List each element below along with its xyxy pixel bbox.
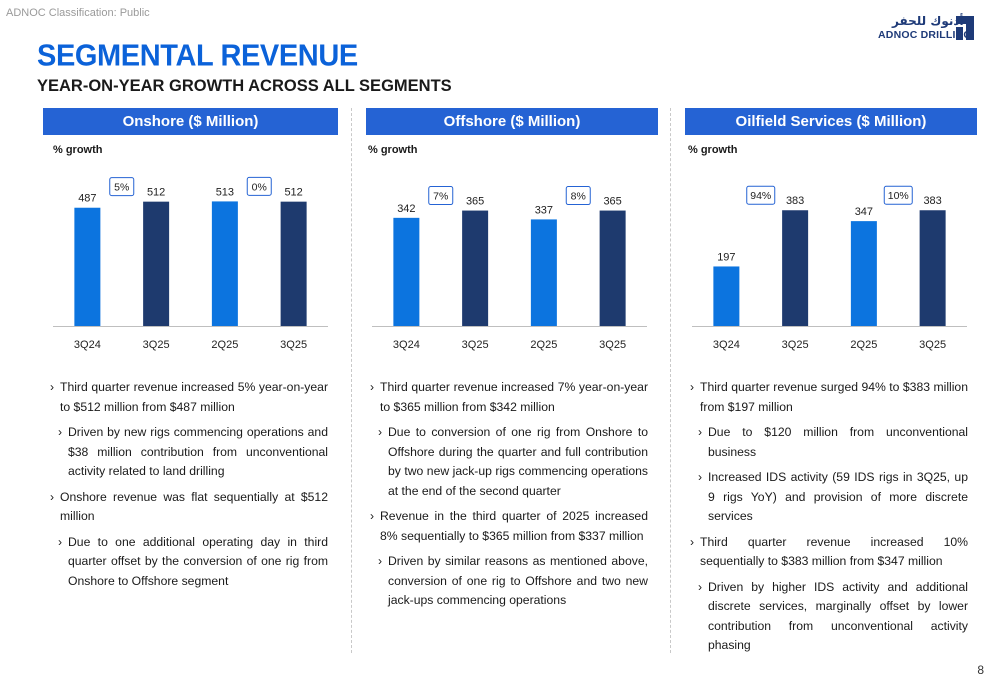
- x-tick-label: 3Q24: [713, 339, 740, 351]
- bar-2q25-2: [211, 201, 238, 326]
- x-tick-label: 3Q25: [782, 339, 809, 351]
- x-tick-label: 2Q25: [530, 339, 557, 351]
- growth-badge-label: 0%: [252, 181, 267, 193]
- sub-bullet-point: Driven by similar reasons as mentioned a…: [378, 552, 648, 611]
- bar-3q25-1: [462, 210, 489, 326]
- bar-3q24-0: [713, 266, 740, 326]
- bullet-point: Revenue in the third quarter of 2025 inc…: [370, 507, 648, 546]
- bar-3q24-0: [74, 207, 101, 326]
- bar-3q24-0: [393, 217, 420, 326]
- bar-3q25-3: [280, 201, 307, 326]
- bar-value-label: 342: [397, 203, 415, 215]
- x-tick-label: 3Q25: [462, 339, 489, 351]
- onshore-header: Onshore ($ Million): [43, 108, 338, 135]
- logo-english-text: ADNOC DRILLING: [878, 29, 972, 41]
- bar-value-label: 513: [216, 186, 234, 198]
- sub-bullet-point: Driven by new rigs commencing operations…: [58, 423, 328, 482]
- sub-bullet-point: Due to $120 million from unconventional …: [698, 423, 968, 462]
- bar-value-label: 365: [603, 196, 621, 208]
- bar-value-label: 337: [535, 204, 553, 216]
- bullet-point: Third quarter revenue surged 94% to $383…: [690, 378, 968, 417]
- growth-badge: [246, 176, 272, 196]
- x-tick-label: 3Q24: [74, 339, 101, 351]
- x-tick-label: 2Q25: [850, 339, 877, 351]
- bar-2q25-2: [530, 219, 557, 326]
- growth-badge-label: 5%: [114, 182, 129, 194]
- x-tick-label: 3Q25: [280, 339, 307, 351]
- page-number: 8: [977, 663, 984, 677]
- oilfield-services-growth-label: % growth: [688, 144, 738, 156]
- onshore-growth-label: % growth: [53, 144, 103, 156]
- oilfield-services-commentary: Third quarter revenue surged 94% to $383…: [690, 378, 968, 662]
- column-divider: [670, 108, 671, 653]
- oilfield-services-header: Oilfield Services ($ Million): [685, 108, 977, 135]
- page-subtitle: YEAR-ON-YEAR GROWTH ACROSS ALL SEGMENTS: [37, 77, 452, 95]
- onshore-commentary: Third quarter revenue increased 5% year-…: [50, 378, 328, 597]
- growth-badge-label: 94%: [750, 190, 771, 202]
- growth-badge-label: 7%: [433, 191, 448, 203]
- growth-badge: [565, 186, 591, 206]
- growth-badge: [428, 186, 454, 206]
- offshore-header: Offshore ($ Million): [366, 108, 658, 135]
- bullet-point: Third quarter revenue increased 7% year-…: [370, 378, 648, 417]
- bar-value-label: 197: [717, 251, 735, 263]
- bar-3q25-3: [599, 210, 626, 326]
- bar-chart-svg: 342 3Q24 365 3Q25 337 2Q25 365 3Q25 7% 8%: [372, 186, 647, 351]
- growth-badge: [109, 177, 135, 197]
- growth-badge: [746, 185, 776, 205]
- growth-badge: [883, 185, 913, 205]
- bar-value-label: 512: [284, 187, 302, 199]
- bar-3q25-1: [143, 201, 170, 326]
- x-tick-label: 3Q25: [143, 339, 170, 351]
- oilfield-services-revenue-chart: 197 3Q24 383 3Q25 347 2Q25 383 3Q25 94% 10%: [692, 160, 967, 360]
- bar-value-label: 383: [923, 195, 941, 207]
- growth-badge-label: 10%: [888, 190, 909, 202]
- classification-label: ADNOC Classification: Public: [6, 7, 150, 19]
- logo-arabic-text: أدنوك للحفر: [892, 14, 964, 28]
- x-tick-label: 3Q24: [393, 339, 420, 351]
- offshore-commentary: Third quarter revenue increased 7% year-…: [370, 378, 648, 617]
- bullet-point: Third quarter revenue increased 10% sequ…: [690, 533, 968, 572]
- offshore-revenue-chart: 342 3Q24 365 3Q25 337 2Q25 365 3Q25 7% 8%: [372, 160, 647, 360]
- x-tick-label: 3Q25: [599, 339, 626, 351]
- bar-chart-svg: 487 3Q24 512 3Q25 513 2Q25 512 3Q25 5% 0%: [53, 176, 328, 351]
- onshore-revenue-chart: 487 3Q24 512 3Q25 513 2Q25 512 3Q25 5% 0%: [53, 160, 328, 360]
- adnoc-drilling-logo: أدنوك للحفر ADNOC DRILLING: [872, 14, 980, 44]
- column-divider: [351, 108, 352, 653]
- x-tick-label: 3Q25: [919, 339, 946, 351]
- growth-badge-label: 8%: [571, 191, 586, 203]
- bar-value-label: 487: [78, 193, 96, 205]
- bar-value-label: 512: [147, 187, 165, 199]
- bullet-point: Onshore revenue was flat sequentially at…: [50, 488, 328, 527]
- bar-chart-svg: 197 3Q24 383 3Q25 347 2Q25 383 3Q25 94% 10%: [692, 185, 967, 351]
- sub-bullet-point: Due to conversion of one rig from Onshor…: [378, 423, 648, 501]
- sub-bullet-point: Driven by higher IDS activity and additi…: [698, 578, 968, 656]
- sub-bullet-point: Due to one additional operating day in t…: [58, 533, 328, 592]
- bar-2q25-2: [850, 221, 877, 326]
- logo-emblem-icon: [956, 16, 974, 40]
- offshore-growth-label: % growth: [368, 144, 418, 156]
- bar-value-label: 383: [786, 195, 804, 207]
- bullet-point: Third quarter revenue increased 5% year-…: [50, 378, 328, 417]
- page-title: SEGMENTAL REVENUE: [37, 39, 358, 73]
- x-tick-label: 2Q25: [211, 339, 238, 351]
- bar-value-label: 365: [466, 196, 484, 208]
- bar-3q25-1: [782, 210, 809, 326]
- bar-3q25-3: [919, 210, 946, 326]
- sub-bullet-point: Increased IDS activity (59 IDS rigs in 3…: [698, 468, 968, 527]
- bar-value-label: 347: [855, 206, 873, 218]
